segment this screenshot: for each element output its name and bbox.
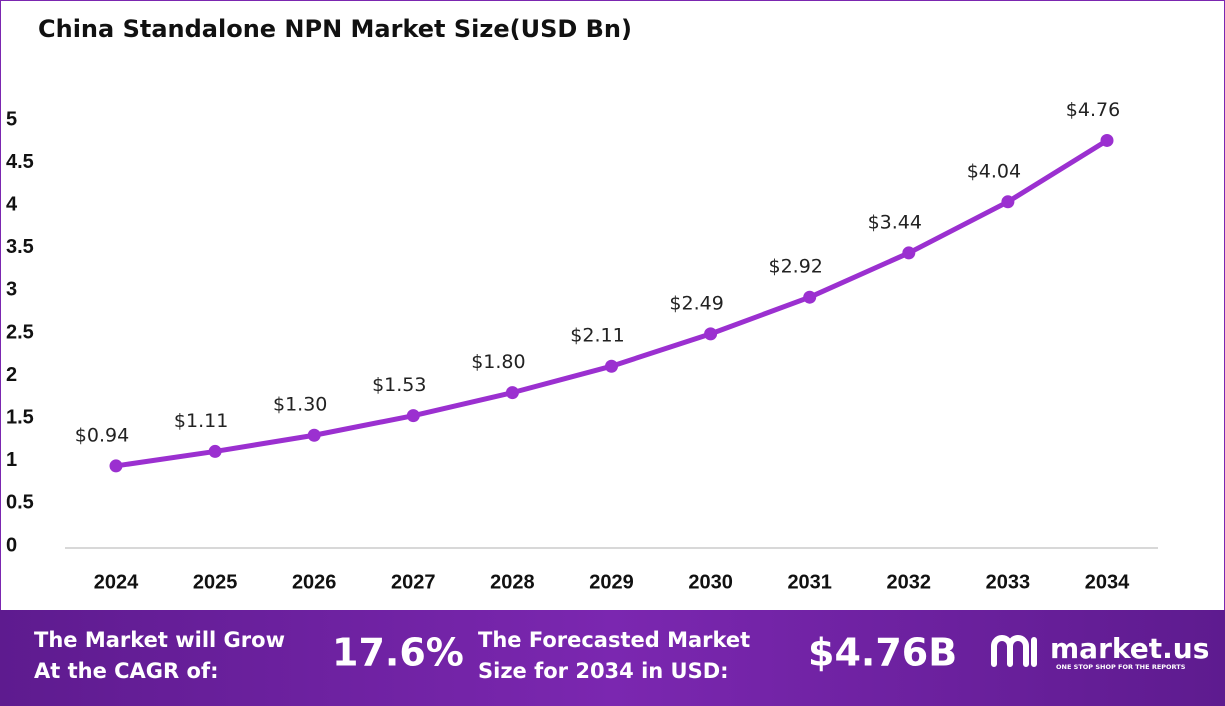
x-tick-label: 2033 <box>986 571 1031 593</box>
forecast-value: $4.76B <box>808 631 957 675</box>
value-label: $2.11 <box>570 325 624 347</box>
value-label: $2.92 <box>768 256 822 278</box>
x-tick-label: 2026 <box>292 571 337 593</box>
data-point <box>505 386 519 400</box>
cagr-value: 17.6% <box>332 631 464 675</box>
brand-name: market.us <box>1050 632 1209 665</box>
footer-band <box>0 610 1225 706</box>
x-tick-label: 2031 <box>787 571 832 593</box>
x-tick-label: 2024 <box>94 571 139 593</box>
forecast-label-line: The Forecasted Market <box>478 628 750 652</box>
plot: 0 0.5 1 1.5 2 2.5 3 3.5 4 4.5 5 2024 2025 2026 2027 202… <box>6 99 1130 593</box>
cagr-label-line: The Market will Grow <box>34 628 285 652</box>
x-tick-label: 2025 <box>193 571 238 593</box>
chart-title: China Standalone NPN Market Size(USD Bn) <box>38 15 632 43</box>
value-label: $1.11 <box>174 410 228 432</box>
x-tick-label: 2028 <box>490 571 535 593</box>
data-point <box>902 246 916 260</box>
y-tick-label: 3.5 <box>6 236 34 258</box>
cagr-label: The Market will Grow At the CAGR of: <box>34 628 292 683</box>
y-tick-label: 2.5 <box>6 321 34 343</box>
y-tick-label: 1 <box>6 449 17 471</box>
y-tick-label: 2 <box>6 364 17 386</box>
value-label: $1.53 <box>372 374 426 396</box>
data-point <box>307 428 321 442</box>
y-tick-label: 4.5 <box>6 151 34 173</box>
y-tick-label: 5 <box>6 108 17 130</box>
data-point <box>704 327 718 341</box>
data-point <box>406 409 420 423</box>
y-tick-label: 3 <box>6 279 17 301</box>
value-label: $4.04 <box>967 160 1021 182</box>
x-tick-label: 2027 <box>391 571 436 593</box>
logo-icon <box>991 635 1037 667</box>
value-label: $4.76 <box>1066 99 1120 121</box>
x-tick-label: 2032 <box>887 571 932 593</box>
value-label: $3.44 <box>868 211 922 233</box>
y-tick-label: 0 <box>6 534 17 556</box>
x-tick-label: 2030 <box>688 571 733 593</box>
data-point <box>109 459 123 473</box>
value-label: $0.94 <box>75 424 129 446</box>
data-point <box>208 444 222 458</box>
x-tick-label: 2029 <box>589 571 634 593</box>
value-label: $1.30 <box>273 394 327 416</box>
data-point <box>605 359 618 373</box>
brand-tagline: ONE STOP SHOP FOR THE REPORTS <box>1056 663 1186 671</box>
brand-logo: market.us ONE STOP SHOP FOR THE REPORTS <box>991 632 1209 671</box>
forecast-label: The Forecasted Market Size for 2034 in U… <box>478 628 758 683</box>
data-point <box>803 290 817 304</box>
y-tick-label: 0.5 <box>6 492 34 514</box>
y-tick-label: 4 <box>6 193 18 215</box>
value-label: $1.80 <box>471 351 525 373</box>
y-tick-label: 1.5 <box>6 406 34 428</box>
data-point <box>1100 133 1114 147</box>
data-point <box>1001 195 1015 209</box>
forecast-label-line: Size for 2034 in USD: <box>478 659 729 683</box>
value-label: $2.49 <box>669 292 723 314</box>
cagr-label-line: At the CAGR of: <box>34 659 219 683</box>
x-tick-label: 2034 <box>1085 571 1130 593</box>
